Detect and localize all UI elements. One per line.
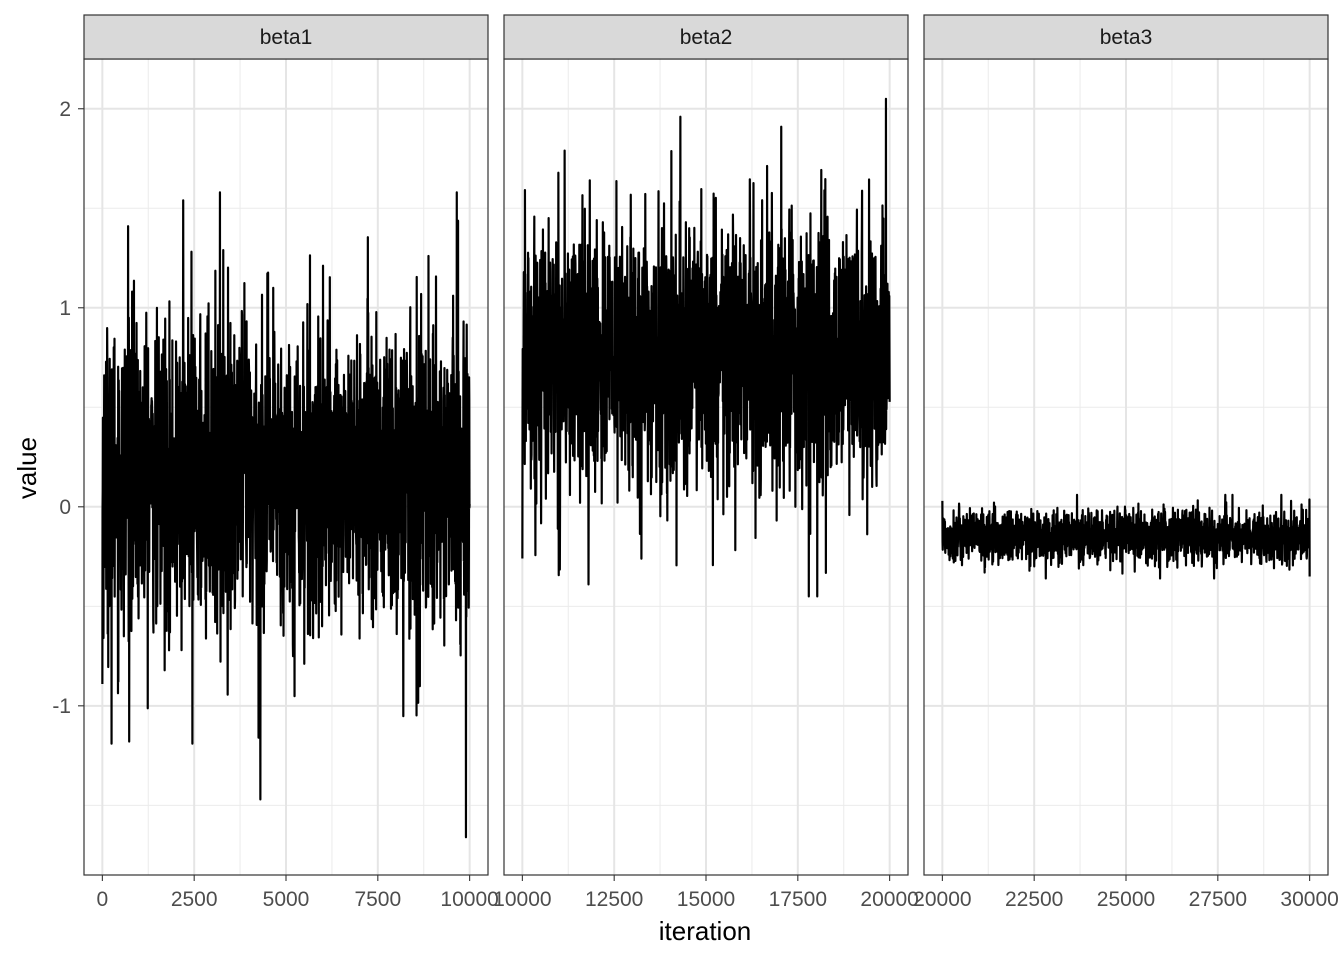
y-tick-label: -1	[52, 695, 71, 718]
facet-strip-label: beta1	[260, 26, 313, 49]
facet-panel-beta3: beta3 20000 22500 25000 27500 30000	[913, 14, 1339, 911]
facet-panel-beta2: beta2 10000 12500 15000 17500 20000	[493, 14, 919, 911]
x-tick-label: 5000	[263, 888, 310, 911]
trace-line-beta1	[101, 191, 471, 839]
x-tick-label: 10000	[440, 888, 498, 911]
x-tick-label: 7500	[354, 888, 401, 911]
facet-strip-label: beta3	[1100, 26, 1153, 49]
facet-strip	[83, 14, 489, 60]
x-tick-label: 22500	[1005, 888, 1063, 911]
trace-line-beta2	[521, 97, 891, 598]
x-tick-label: 10000	[493, 888, 551, 911]
x-tick-label: 20000	[913, 888, 971, 911]
x-tick-label: 27500	[1189, 888, 1247, 911]
facet-strip-label: beta2	[680, 26, 733, 49]
x-tick-label: 17500	[769, 888, 827, 911]
facet-panel-beta1: beta1 0 2500 5000 7500 10000	[83, 14, 499, 911]
x-axis-title: iteration	[659, 916, 752, 946]
y-tick-label: 0	[59, 496, 71, 519]
x-tick-label: 30000	[1280, 888, 1338, 911]
facet-strip	[503, 14, 909, 60]
y-axis-title: value	[12, 437, 42, 499]
x-tick-label: 15000	[677, 888, 735, 911]
x-tick-label: 25000	[1097, 888, 1155, 911]
x-tick-label: 2500	[171, 888, 218, 911]
x-tick-label: 0	[97, 888, 109, 911]
facet-strip	[923, 14, 1329, 60]
x-tick-label: 12500	[585, 888, 643, 911]
y-tick-label: 2	[59, 98, 71, 121]
x-tick-label: 20000	[860, 888, 918, 911]
trace-line-beta3	[941, 493, 1311, 580]
facet-panels: -1 0 1 2 beta1 0 2500 5000 7500 10000 beta2 10000 12…	[52, 14, 1339, 911]
y-tick-label: 1	[59, 297, 71, 320]
